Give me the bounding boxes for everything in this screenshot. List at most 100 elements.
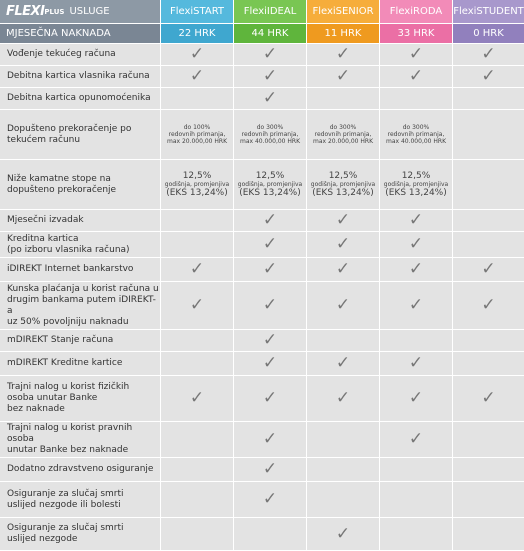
- plan-fee: 33 HRK: [380, 24, 452, 43]
- table-cell: ✓: [380, 422, 452, 457]
- table-cell: ✓: [453, 282, 524, 329]
- check-mark: ✓: [189, 44, 205, 64]
- table-cell: ✓: [380, 44, 452, 65]
- table-cell: ✓: [234, 482, 306, 517]
- table-cell: [161, 232, 233, 257]
- table-cell: [161, 482, 233, 517]
- table-cell: ✓: [234, 44, 306, 65]
- label-line: mDIREKT Stanje računa: [7, 335, 114, 345]
- table-cell: [453, 110, 524, 159]
- table-cell: 12,5% godišnja, promjenjiva (EKS 13,24%): [234, 160, 306, 209]
- label-line: Osiguranje za slučaj smrti: [7, 523, 124, 533]
- check-mark: ✓: [408, 388, 424, 408]
- label-line: Debitna kartica vlasnika računa: [7, 71, 150, 81]
- table-cell: ✓: [307, 44, 379, 65]
- table-cell: [307, 88, 379, 109]
- check-mark: ✓: [262, 66, 278, 86]
- cell-line: redovnih primanja,: [168, 131, 226, 138]
- cell-line: (EKS 13,24%): [312, 188, 374, 198]
- table-cell: ✓: [234, 88, 306, 109]
- row-label: Niže kamatne stope na dopušteno prekorače…: [0, 160, 160, 209]
- table-cell: [307, 482, 379, 517]
- table-cell: ✓: [307, 352, 379, 375]
- table-cell: ✓: [307, 376, 379, 421]
- label-line: mDIREKT Kreditne kartice: [7, 358, 123, 368]
- table-cell: ✓: [234, 376, 306, 421]
- table-cell: do 300% redovnih primanja, max 40.000,00 H…: [234, 110, 306, 159]
- table-cell: ✓: [234, 258, 306, 281]
- table-cell: ✓: [161, 66, 233, 87]
- header-title: USLUGE: [69, 6, 110, 17]
- table-cell: [453, 160, 524, 209]
- cell-line: (EKS 13,24%): [385, 188, 447, 198]
- table-cell: [307, 458, 379, 481]
- table-cell: ✓: [307, 232, 379, 257]
- plan-name: FlexiSTUDENT: [453, 0, 524, 23]
- table-cell: [380, 330, 452, 351]
- check-mark: ✓: [262, 353, 278, 373]
- check-mark: ✓: [335, 353, 351, 373]
- table-cell: [161, 458, 233, 481]
- check-mark: ✓: [408, 295, 424, 315]
- plan-fee: 22 HRK: [161, 24, 233, 43]
- table-cell: [307, 422, 379, 457]
- table-cell: ✓: [453, 258, 524, 281]
- table-cell: ✓: [380, 258, 452, 281]
- label-line: drugim bankama putem iDIREKT-a: [7, 294, 156, 316]
- check-mark: ✓: [262, 44, 278, 64]
- label-line: Trajni nalog u korist fizičkih: [7, 382, 130, 392]
- label-line: Trajni nalog u korist pravnih osoba: [7, 423, 133, 444]
- plan-fee: 44 HRK: [234, 24, 306, 43]
- label-line: (po izboru vlasnika računa): [7, 244, 130, 255]
- table-cell: 12,5% godišnja, promjenjiva (EKS 13,24%): [161, 160, 233, 209]
- table-cell: do 300% redovnih primanja, max 40.000,00 H…: [380, 110, 452, 159]
- row-label: Kreditna kartica (po izboru vlasnika raču…: [0, 232, 160, 257]
- label-line: uz 50% povoljniju naknadu: [7, 316, 129, 327]
- check-mark: ✓: [262, 210, 278, 230]
- check-mark: ✓: [189, 295, 205, 315]
- logo-sub: PLUS: [44, 7, 65, 16]
- check-mark: ✓: [335, 210, 351, 230]
- check-mark: ✓: [335, 259, 351, 279]
- table-cell: 12,5% godišnja, promjenjiva (EKS 13,24%): [307, 160, 379, 209]
- label-line: tekućem računu: [7, 134, 81, 145]
- table-cell: ✓: [234, 282, 306, 329]
- table-cell: ✓: [234, 210, 306, 231]
- plan-name: FlexiSTART: [161, 0, 233, 23]
- table-cell: ✓: [380, 232, 452, 257]
- cell-line: redovnih primanja,: [241, 131, 299, 138]
- check-mark: ✓: [262, 489, 278, 509]
- table-cell: 12,5% godišnja, promjenjiva (EKS 13,24%): [380, 160, 452, 209]
- label-line: dopušteno prekoračenje: [7, 184, 117, 195]
- table-cell: ✓: [307, 66, 379, 87]
- row-label: Osiguranje za slučaj smrti uslijed nezgod…: [0, 482, 160, 517]
- header-label: FLEXI PLUS USLUGE: [0, 0, 160, 23]
- label-line: uslijed nezgode ili bolesti: [7, 499, 121, 510]
- table-cell: ✓: [453, 66, 524, 87]
- check-mark: ✓: [335, 234, 351, 254]
- row-label: Dopušteno prekoračenje po tekućem računu: [0, 110, 160, 159]
- cell-line: (EKS 13,24%): [166, 188, 228, 198]
- table-cell: [453, 482, 524, 517]
- table-cell: [380, 88, 452, 109]
- cell-line: godišnja, promjenjiva: [383, 181, 449, 188]
- table-cell: [161, 330, 233, 351]
- cell-line: max 20.000,00 HRK: [166, 138, 228, 145]
- row-label: Trajni nalog u korist pravnih osoba unuta…: [0, 422, 160, 457]
- cell-line: max 40.000,00 HRK: [385, 138, 447, 145]
- table-cell: [453, 352, 524, 375]
- table-cell: ✓: [161, 376, 233, 421]
- check-mark: ✓: [189, 259, 205, 279]
- label-line: Kreditna kartica: [7, 233, 79, 244]
- label-line: unutar Banke bez naknade: [7, 445, 129, 455]
- check-mark: ✓: [481, 259, 496, 279]
- table-cell: [234, 518, 306, 550]
- check-mark: ✓: [189, 388, 205, 408]
- table-cell: [453, 422, 524, 457]
- plan-name: FlexiIDEAL: [234, 0, 306, 23]
- table-cell: do 100% redovnih primanja, max 20.000,00 H…: [161, 110, 233, 159]
- check-mark: ✓: [262, 429, 278, 449]
- table-cell: [307, 330, 379, 351]
- table-cell: ✓: [307, 282, 379, 329]
